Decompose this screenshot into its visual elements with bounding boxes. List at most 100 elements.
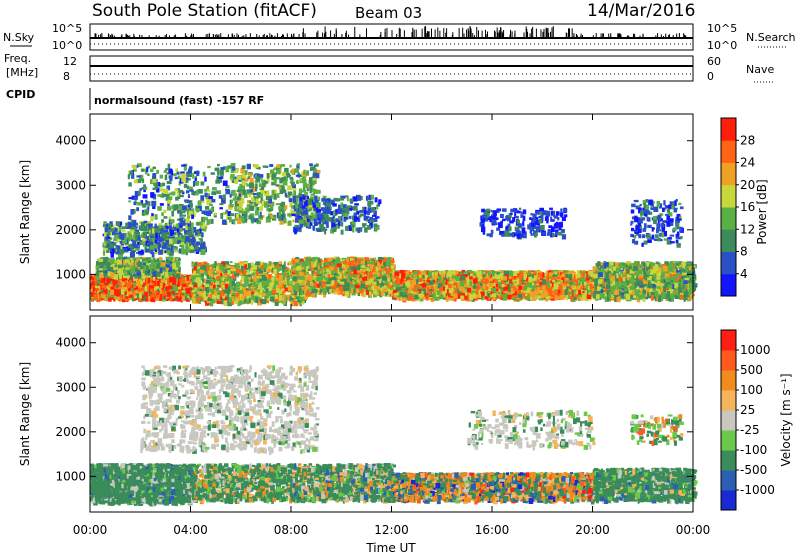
heatmap-cell: [219, 203, 224, 206]
heatmap-cell: [273, 269, 277, 275]
heatmap-cell: [165, 260, 170, 263]
heatmap-cell: [106, 262, 110, 266]
heatmap-cell: [157, 206, 162, 211]
heatmap-cell: [234, 287, 239, 292]
heatmap-cell: [136, 258, 139, 261]
cpid-label: CPID: [6, 88, 35, 101]
heatmap-cell: [154, 214, 158, 220]
heatmap-cell: [192, 172, 195, 179]
heatmap-cell: [134, 274, 138, 279]
heatmap-cell: [279, 289, 283, 295]
heatmap-cell: [224, 261, 230, 265]
heatmap-cell: [151, 251, 155, 258]
heatmap-cell: [113, 279, 116, 286]
heatmap-cell: [164, 174, 168, 181]
heatmap-cell: [235, 292, 239, 298]
heatmap-cell: [103, 223, 107, 227]
heatmap-cell: [91, 280, 94, 285]
heatmap-cell: [163, 209, 167, 214]
heatmap-cell: [218, 190, 222, 195]
heatmap-cell: [106, 277, 111, 284]
heatmap-cell: [245, 207, 250, 213]
heatmap-cell: [148, 258, 151, 261]
heatmap-cell: [98, 291, 102, 294]
heatmap-cell: [209, 266, 212, 270]
heatmap-cell: [204, 192, 208, 198]
heatmap-cell: [210, 276, 213, 281]
heatmap-cell: [282, 300, 286, 303]
heatmap-cell: [102, 294, 106, 299]
heatmap-cell: [185, 224, 188, 231]
heatmap-cell: [120, 296, 123, 300]
heatmap-cell: [278, 275, 283, 281]
heatmap-cell: [145, 248, 150, 253]
heatmap-cell: [113, 277, 118, 283]
freq-tick-bottom: 8: [63, 70, 70, 83]
heatmap-cell: [165, 256, 169, 260]
heatmap-cell: [173, 204, 179, 210]
heatmap-cell: [132, 285, 137, 289]
heatmap-cell: [205, 287, 210, 293]
heatmap-cell: [253, 278, 257, 282]
heatmap-cell: [127, 174, 130, 180]
heatmap-cell: [122, 286, 125, 289]
heatmap-cell: [165, 168, 168, 171]
nsky-label: N.Sky: [3, 31, 35, 44]
heatmap-cell: [284, 273, 288, 276]
heatmap-cell: [284, 287, 288, 292]
heatmap-cell: [108, 296, 112, 302]
heatmap-cell: [172, 263, 177, 270]
heatmap-cell: [193, 284, 198, 288]
heatmap-cell: [274, 280, 279, 286]
heatmap-cell: [166, 180, 172, 185]
heatmap-cell: [110, 286, 115, 290]
heatmap-cell: [95, 272, 100, 276]
heatmap-cell: [163, 216, 168, 219]
heatmap-cell: [152, 268, 155, 272]
heatmap-cell: [222, 180, 228, 186]
heatmap-cell: [125, 259, 130, 263]
heatmap-cell: [268, 274, 272, 280]
heatmap-cell: [119, 249, 124, 255]
heatmap-cell: [185, 235, 190, 242]
heatmap-cell: [149, 264, 154, 269]
heatmap-cell: [216, 175, 219, 181]
heatmap-cell: [254, 287, 258, 291]
heatmap-cell: [122, 229, 126, 232]
heatmap-cell: [208, 203, 213, 207]
heatmap-cell: [189, 189, 194, 192]
heatmap-cell: [178, 222, 182, 225]
heatmap-cell: [182, 210, 186, 214]
heatmap-cell: [107, 223, 112, 228]
heatmap-cell: [141, 178, 145, 183]
beam-label: Beam 03: [355, 4, 422, 22]
heatmap-cell: [128, 200, 131, 203]
heatmap-cell: [271, 276, 275, 281]
heatmap-cell: [214, 167, 220, 172]
heatmap-cell: [255, 297, 259, 304]
heatmap-cell: [138, 225, 144, 231]
heatmap-cell: [259, 174, 264, 178]
heatmap-cell: [262, 262, 268, 269]
heatmap-cell: [199, 269, 205, 274]
heatmap-cell: [147, 273, 151, 276]
heatmap-cell: [168, 216, 172, 220]
heatmap-cell: [171, 227, 174, 231]
heatmap-cell: [182, 205, 187, 211]
heatmap-cell: [225, 166, 230, 173]
heatmap-cell: [147, 204, 150, 207]
heatmap-cell: [167, 249, 170, 255]
heatmap-cell: [206, 219, 211, 225]
heatmap-cell: [140, 249, 144, 255]
heatmap-cell: [283, 292, 286, 299]
heatmap-cell: [173, 238, 178, 245]
heatmap-cell: [141, 187, 145, 190]
heatmap-cell: [116, 245, 121, 250]
heatmap-cell: [147, 294, 150, 298]
heatmap-cell: [104, 240, 108, 245]
heatmap-cell: [152, 178, 157, 183]
heatmap-cell: [144, 271, 148, 276]
heatmap-cell: [190, 292, 194, 296]
heatmap-cell: [220, 281, 225, 284]
heatmap-cell: [114, 289, 118, 293]
